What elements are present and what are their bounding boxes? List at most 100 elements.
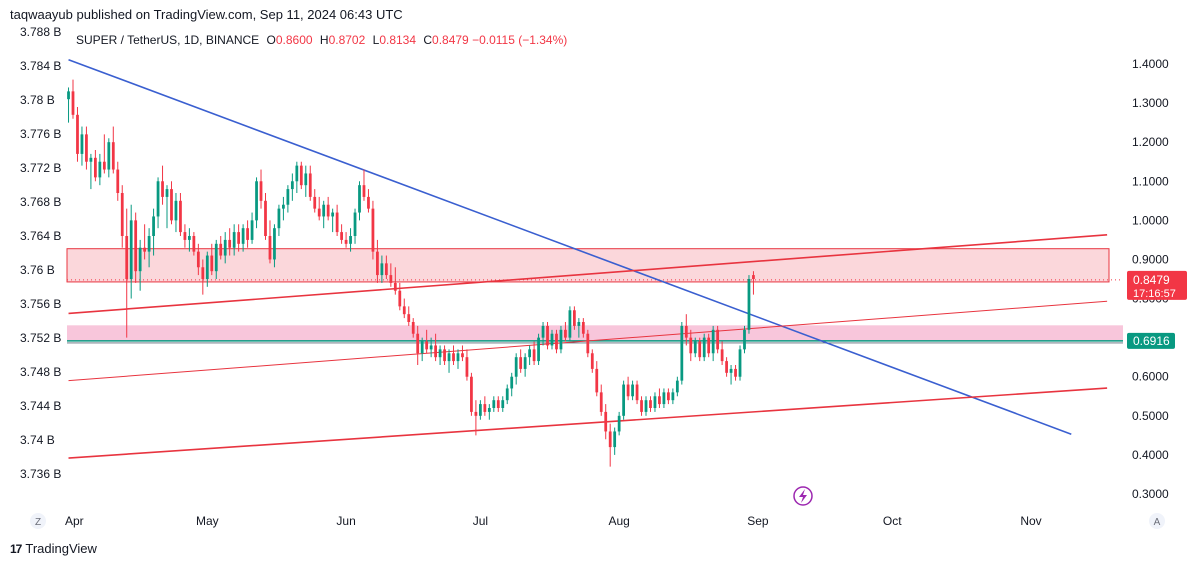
candle (402, 298, 406, 319)
candle (487, 404, 491, 420)
candle (613, 427, 617, 455)
candle-body (711, 329, 715, 354)
candle-body (492, 400, 496, 408)
auto-scale-button[interactable]: A (1149, 513, 1165, 529)
candle (702, 333, 706, 362)
candle-body (684, 325, 688, 338)
candle (80, 126, 84, 166)
candle (734, 365, 737, 381)
candle-body (98, 161, 102, 178)
right-axis-tick-label: 1.3000 (1132, 96, 1169, 110)
candle (411, 318, 415, 338)
candle (376, 239, 379, 283)
candle (631, 380, 634, 401)
candle (286, 185, 290, 213)
candle-body (326, 204, 330, 217)
candle (523, 353, 527, 377)
candle-body (604, 411, 608, 432)
candle (214, 239, 218, 279)
candle (125, 208, 129, 338)
candle-body (268, 236, 272, 260)
candle (555, 329, 558, 354)
candle-body (546, 325, 549, 346)
candle (452, 345, 455, 365)
candle-body (322, 204, 326, 217)
levels-layer (67, 279, 1123, 344)
candle-body (156, 181, 160, 217)
candle (470, 372, 473, 416)
candle (492, 396, 496, 412)
candle (559, 325, 563, 354)
candle-body (223, 239, 227, 256)
candle (496, 396, 500, 412)
candle-body (89, 157, 93, 162)
candle (658, 388, 661, 408)
candle (371, 200, 375, 260)
candle (443, 345, 446, 365)
candle (170, 181, 173, 225)
tradingview-footer[interactable]: 17 TradingView (10, 541, 97, 556)
candle-body (264, 200, 267, 236)
lightning-icon[interactable] (793, 486, 813, 506)
candle-body (725, 361, 728, 373)
candle-body (541, 325, 545, 338)
left-axis-tick-label: 3.772 B (20, 161, 61, 175)
candle (304, 165, 308, 197)
candle-body (478, 404, 482, 416)
candle (626, 376, 630, 401)
symbol-title[interactable]: SUPER / TetherUS, 1D, BINANCE (76, 33, 260, 47)
candle (599, 384, 603, 416)
candle-body (170, 189, 173, 221)
candle (720, 341, 724, 365)
left-price-axis[interactable]: 3.788 B 3.784 B 3.78 B 3.776 B 3.772 B 3.768 … (20, 25, 61, 481)
candle (546, 322, 549, 350)
time-axis-tick-label: Aug (608, 514, 629, 528)
descending-trendline (68, 58, 1072, 435)
candle (344, 232, 348, 248)
candle (577, 318, 581, 338)
candle-body (232, 232, 236, 248)
candle (76, 107, 79, 162)
candle-body (214, 243, 218, 272)
candle-body (608, 431, 612, 448)
zoom-corner-button[interactable]: Z (30, 513, 46, 529)
candle (384, 255, 388, 279)
candle-body (667, 392, 670, 401)
candle (671, 388, 675, 405)
candle (572, 306, 576, 330)
time-axis-tick-label: Apr (65, 514, 84, 528)
candle-body (344, 239, 348, 244)
candle-body (259, 181, 263, 201)
candle-body (716, 329, 720, 350)
candle (752, 271, 755, 295)
last-price-badge-bg (1127, 270, 1187, 300)
candle-body (120, 193, 124, 236)
candle (138, 239, 142, 291)
candle-body (555, 333, 558, 350)
candle (111, 126, 115, 174)
candle (205, 251, 209, 287)
candle-body (622, 384, 626, 416)
candle-body (219, 243, 223, 256)
time-axis-tick-label: Oct (883, 514, 902, 528)
candle-body (228, 239, 232, 248)
candle (335, 204, 339, 236)
candle (474, 400, 478, 436)
candle (161, 165, 164, 205)
candle (380, 255, 384, 283)
left-axis-tick-label: 3.736 B (20, 467, 61, 481)
candle (541, 322, 545, 346)
candle-body (671, 392, 675, 401)
candle-body (752, 275, 755, 279)
candle (519, 349, 523, 373)
low-value: 0.8134 (379, 33, 417, 47)
left-axis-tick-label: 3.764 B (20, 229, 61, 243)
candle-body (250, 220, 254, 240)
candle (241, 224, 245, 252)
candle-body (734, 368, 737, 377)
candle-body (246, 228, 249, 240)
time-axis[interactable]: Apr May Jun Jul Aug Sep Oct Nov (65, 514, 1042, 528)
candle-body (595, 368, 599, 393)
candle (434, 333, 437, 362)
